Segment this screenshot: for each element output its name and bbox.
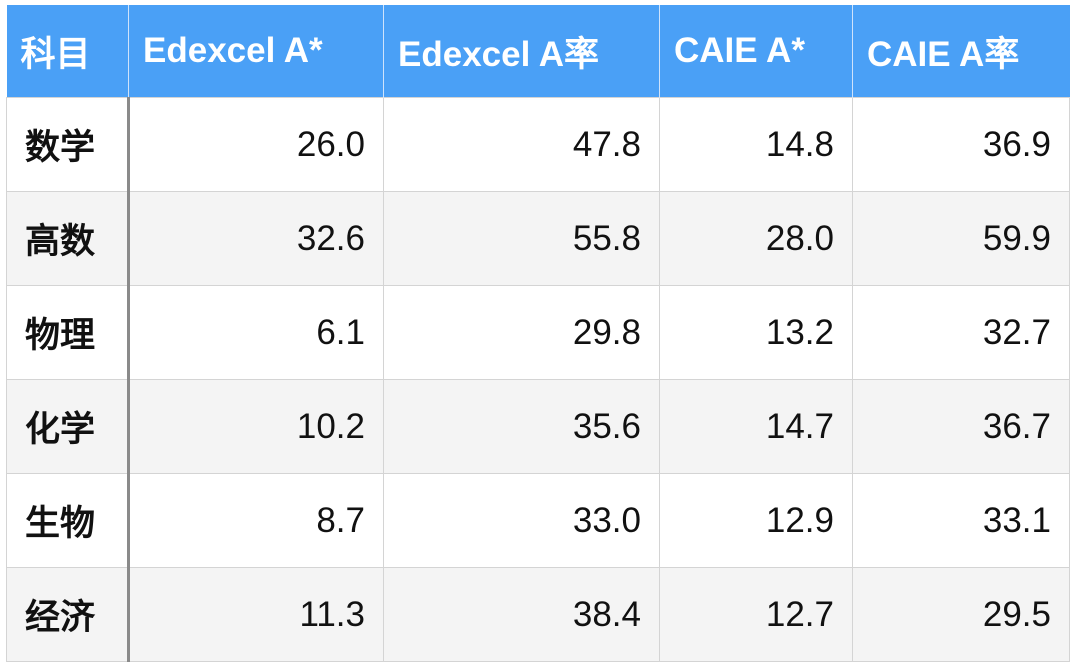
subject-cell: 数学	[6, 97, 130, 192]
subject-cell: 生物	[6, 473, 130, 568]
subject-cell: 物理	[6, 285, 130, 380]
value-cell: 26.0	[128, 97, 384, 192]
subject-cell: 经济	[6, 567, 130, 662]
header-caie-astar: CAIE A*	[659, 5, 853, 98]
value-cell: 47.8	[383, 97, 660, 192]
value-cell: 6.1	[128, 285, 384, 380]
value-cell: 59.9	[852, 191, 1070, 286]
table-row: 化学 10.2 35.6 14.7 36.7	[6, 379, 1070, 474]
value-cell: 36.9	[852, 97, 1070, 192]
value-cell: 32.6	[128, 191, 384, 286]
value-cell: 38.4	[383, 567, 660, 662]
header-edexcel-a-rate: Edexcel A率	[383, 5, 660, 98]
value-cell: 55.8	[383, 191, 660, 286]
value-cell: 8.7	[128, 473, 384, 568]
table-row: 经济 11.3 38.4 12.7 29.5	[6, 567, 1070, 662]
header-caie-a-rate: CAIE A率	[852, 5, 1070, 98]
value-cell: 13.2	[659, 285, 853, 380]
value-cell: 11.3	[128, 567, 384, 662]
value-cell: 29.8	[383, 285, 660, 380]
value-cell: 36.7	[852, 379, 1070, 474]
value-cell: 32.7	[852, 285, 1070, 380]
table-row: 数学 26.0 47.8 14.8 36.9	[6, 97, 1070, 192]
table-header-row: 科目 Edexcel A* Edexcel A率 CAIE A* CAIE A率	[6, 5, 1070, 98]
header-subject: 科目	[6, 5, 129, 98]
value-cell: 14.8	[659, 97, 853, 192]
value-cell: 33.0	[383, 473, 660, 568]
value-cell: 12.9	[659, 473, 853, 568]
subject-cell: 高数	[6, 191, 130, 286]
results-table: 科目 Edexcel A* Edexcel A率 CAIE A* CAIE A率…	[6, 5, 1070, 662]
subject-cell: 化学	[6, 379, 130, 474]
table-row: 生物 8.7 33.0 12.9 33.1	[6, 473, 1070, 568]
table-row: 高数 32.6 55.8 28.0 59.9	[6, 191, 1070, 286]
results-table-container: 科目 Edexcel A* Edexcel A率 CAIE A* CAIE A率…	[6, 5, 1070, 662]
value-cell: 29.5	[852, 567, 1070, 662]
value-cell: 33.1	[852, 473, 1070, 568]
table-row: 物理 6.1 29.8 13.2 32.7	[6, 285, 1070, 380]
value-cell: 14.7	[659, 379, 853, 474]
value-cell: 28.0	[659, 191, 853, 286]
header-edexcel-astar: Edexcel A*	[128, 5, 384, 98]
value-cell: 35.6	[383, 379, 660, 474]
value-cell: 10.2	[128, 379, 384, 474]
value-cell: 12.7	[659, 567, 853, 662]
